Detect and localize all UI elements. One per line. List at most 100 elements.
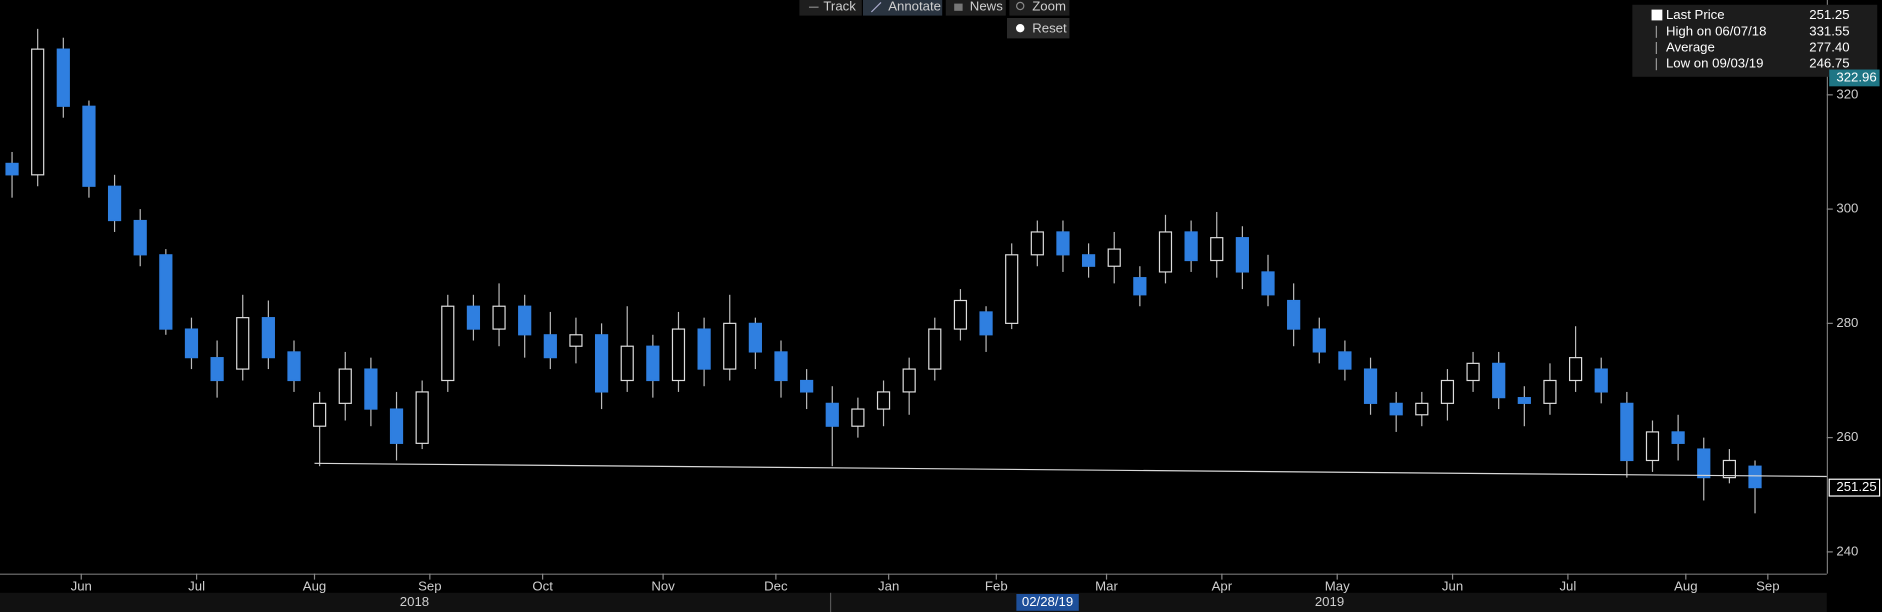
candle-body xyxy=(1005,254,1019,324)
candle-body xyxy=(159,254,173,330)
candle-body xyxy=(313,402,327,427)
trend-line xyxy=(314,462,1827,478)
year-label: 2018 xyxy=(400,594,429,609)
top-marker-box xyxy=(1829,69,1880,87)
candle-body xyxy=(338,368,352,404)
x-tick-label: Jun xyxy=(1442,578,1463,593)
legend: Last Price 251.25 High on 06/07/18 331.55 Av… xyxy=(1632,4,1878,77)
candle-body xyxy=(1748,465,1762,489)
x-tick-label: Aug xyxy=(303,578,326,593)
candle-body xyxy=(1338,351,1352,370)
candle-body xyxy=(287,351,301,382)
candle-body xyxy=(902,368,916,393)
candle-body xyxy=(441,305,455,382)
toolbar: Track Annotate News Zoom Reset xyxy=(799,0,1070,39)
candle-body xyxy=(723,322,737,370)
annotate-label[interactable]: Annotate xyxy=(888,0,941,14)
candle-body xyxy=(1722,459,1736,479)
cursor-box xyxy=(1016,594,1079,611)
candle-body xyxy=(1466,362,1480,382)
candle-body xyxy=(56,48,70,107)
candle-body xyxy=(1697,448,1711,479)
x-tick-label: Dec xyxy=(764,578,788,593)
last-price-box xyxy=(1828,478,1881,497)
candle-body xyxy=(364,368,378,410)
candle-body xyxy=(1030,231,1044,256)
news-label[interactable]: News xyxy=(970,0,1003,14)
x-tick-label: Jun xyxy=(71,578,92,593)
reset-label[interactable]: Reset xyxy=(1032,20,1067,35)
legend-value: 277.40 xyxy=(1809,39,1849,54)
candle-body xyxy=(1235,237,1249,273)
candle-body xyxy=(466,305,481,330)
legend-name: Low on 09/03/19 xyxy=(1666,56,1764,71)
legend-value: 246.75 xyxy=(1809,56,1849,71)
x-tick-label: Sep xyxy=(1756,578,1779,593)
legend-name: Last Price xyxy=(1666,7,1725,22)
x-tick-label: Nov xyxy=(651,578,675,593)
y-tick-label: 240 xyxy=(1836,543,1858,558)
candle-body xyxy=(697,328,711,370)
reset-button[interactable] xyxy=(1007,18,1070,39)
candle-body xyxy=(82,105,96,187)
candle-body xyxy=(1056,231,1070,256)
candle-body xyxy=(107,185,122,222)
candle-body xyxy=(1184,231,1198,262)
x-tick-label: Jul xyxy=(188,578,205,593)
x-tick-label: Feb xyxy=(985,578,1008,593)
candle-body xyxy=(1312,328,1326,353)
x-tick-label: Jan xyxy=(878,578,899,593)
candle-body xyxy=(1287,299,1301,330)
y-tick-label: 300 xyxy=(1836,201,1858,216)
candle-body xyxy=(184,328,199,359)
annotate-button[interactable] xyxy=(862,0,943,16)
last-price-label: 251.25 xyxy=(1836,479,1876,494)
candle-body xyxy=(389,408,404,444)
candle-body xyxy=(928,328,942,370)
candle-body xyxy=(876,391,891,410)
y-tick-label: 320 xyxy=(1836,86,1858,101)
candle-body xyxy=(800,379,814,393)
track-button[interactable] xyxy=(799,0,862,16)
zoom-label[interactable]: Zoom xyxy=(1032,0,1066,14)
x-tick-label: Oct xyxy=(532,578,553,593)
candle-body xyxy=(1568,357,1583,382)
candle-body xyxy=(492,305,506,330)
candle-body xyxy=(620,345,634,382)
year-label: 2019 xyxy=(1315,594,1344,609)
legend-value: 251.25 xyxy=(1809,7,1849,22)
candle-body xyxy=(1107,248,1121,267)
candle-body xyxy=(851,408,865,427)
candle-body xyxy=(594,334,609,393)
candle-body xyxy=(1261,271,1275,296)
x-tick-label: Jul xyxy=(1559,578,1576,593)
x-tick-label: Aug xyxy=(1674,578,1697,593)
candle-body xyxy=(569,334,583,347)
year-band xyxy=(0,592,1827,612)
candle-body xyxy=(518,305,532,336)
zoom-icon xyxy=(1016,1,1025,11)
zoom-button[interactable] xyxy=(1009,0,1070,16)
legend-swatch xyxy=(1651,9,1663,21)
legend-box xyxy=(1632,4,1878,77)
legend-name: Average xyxy=(1666,39,1715,54)
reset-icon xyxy=(1016,24,1025,33)
candle-body xyxy=(415,391,429,444)
candle-body xyxy=(1671,431,1685,444)
track-label[interactable]: Track xyxy=(823,0,856,14)
candle-body xyxy=(671,328,686,382)
news-icon xyxy=(954,3,963,11)
candle-body xyxy=(1133,277,1147,296)
candle-body xyxy=(979,311,993,336)
candle-body xyxy=(31,48,45,176)
candle-body xyxy=(646,345,660,382)
candle-body xyxy=(543,334,557,359)
candle-body xyxy=(774,351,788,382)
candle-body xyxy=(1081,254,1096,267)
candle-body xyxy=(236,317,250,370)
candle-body xyxy=(1645,431,1660,462)
candle-body xyxy=(825,402,839,427)
y-tick-label: 260 xyxy=(1836,429,1858,444)
